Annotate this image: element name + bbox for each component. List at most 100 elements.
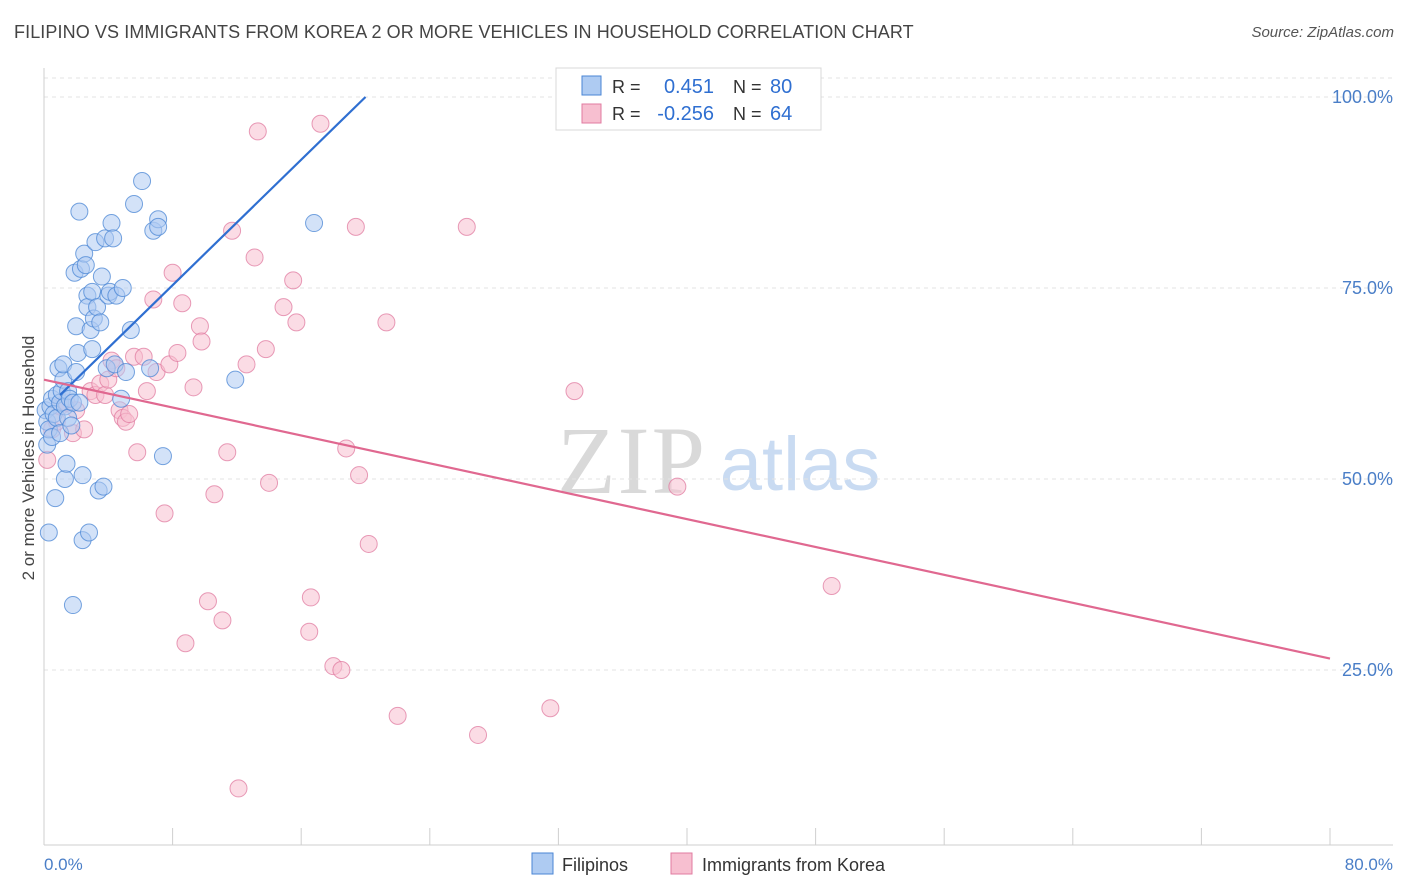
y-axis-label: 2 or more Vehicles in Household bbox=[19, 336, 38, 581]
x-tick-label-max: 80.0% bbox=[1345, 855, 1393, 874]
filipinos-point bbox=[70, 393, 89, 412]
legend-label-filipinos: Filipinos bbox=[562, 855, 628, 875]
x-tick-label-min: 0.0% bbox=[44, 855, 83, 874]
korea-point bbox=[346, 217, 365, 236]
korea-point bbox=[565, 382, 584, 401]
y-tick-label: 50.0% bbox=[1342, 469, 1393, 489]
korea-point bbox=[155, 504, 174, 523]
korea-point bbox=[190, 317, 209, 336]
grid-lines bbox=[44, 77, 1393, 671]
korea-point bbox=[38, 450, 57, 469]
filipinos-point bbox=[113, 279, 132, 297]
watermark-atlas: atlas bbox=[720, 422, 881, 507]
y-tick-label: 75.0% bbox=[1342, 278, 1393, 298]
korea-point bbox=[184, 378, 203, 397]
legend-swatch-filipinos bbox=[531, 852, 554, 875]
korea-point bbox=[301, 588, 320, 607]
filipinos-point bbox=[226, 370, 245, 389]
filipinos-point bbox=[116, 363, 135, 382]
korea-point bbox=[822, 576, 841, 595]
y-tick-label: 25.0% bbox=[1342, 660, 1393, 680]
filipinos-point bbox=[39, 523, 58, 542]
korea-point bbox=[337, 439, 356, 458]
filipinos-point bbox=[55, 470, 74, 488]
filipinos-point bbox=[62, 416, 81, 435]
korea-point bbox=[256, 340, 275, 359]
filipinos-point bbox=[121, 321, 140, 340]
korea-point bbox=[198, 592, 217, 611]
stats-swatch-filipinos bbox=[581, 75, 602, 96]
korea-point bbox=[274, 298, 293, 317]
filipinos-point bbox=[73, 466, 92, 485]
filipinos-point bbox=[83, 340, 102, 359]
trend-lines bbox=[43, 96, 1331, 660]
watermark-zip: ZIP bbox=[557, 407, 707, 514]
filipinos-point bbox=[46, 489, 65, 508]
stats-r-value-1: 0.451 bbox=[664, 76, 714, 98]
filipinos-point bbox=[76, 256, 95, 275]
filipinos-point bbox=[102, 214, 121, 233]
korea-point bbox=[173, 294, 192, 313]
korea-point bbox=[229, 779, 248, 798]
series-legend: Filipinos Immigrants from Korea bbox=[531, 852, 886, 875]
filipinos-point bbox=[70, 202, 89, 221]
stats-n-value-1: 80 bbox=[770, 76, 792, 98]
korea-point bbox=[377, 313, 396, 332]
filipinos-point bbox=[91, 313, 110, 332]
filipinos-point bbox=[305, 214, 324, 233]
korea-point bbox=[223, 221, 242, 240]
filipinos-point bbox=[133, 172, 152, 191]
filipinos-point bbox=[80, 523, 99, 542]
filipinos-point bbox=[149, 217, 168, 236]
stats-r-label-1: R = bbox=[612, 77, 641, 97]
korea-point bbox=[137, 382, 156, 401]
legend-label-korea: Immigrants from Korea bbox=[702, 855, 886, 875]
korea-point bbox=[128, 443, 147, 462]
korea-point bbox=[218, 443, 237, 462]
source-label: Source: ZipAtlas.com bbox=[1251, 24, 1394, 41]
korea-point bbox=[205, 485, 224, 504]
korea-point bbox=[359, 534, 378, 553]
korea-point bbox=[260, 473, 279, 492]
stats-n-label-2: N = bbox=[733, 104, 762, 124]
filipinos-point bbox=[57, 454, 76, 473]
korea-point bbox=[168, 343, 187, 362]
y-tick-label: 100.0% bbox=[1332, 87, 1393, 107]
stats-r-label-2: R = bbox=[612, 104, 641, 124]
korea-point bbox=[388, 706, 407, 725]
korea-point bbox=[350, 466, 369, 485]
legend-swatch-korea bbox=[670, 852, 693, 875]
axes: 100.0% 75.0% 50.0% 25.0% bbox=[43, 68, 1393, 846]
stats-n-value-2: 64 bbox=[770, 103, 792, 125]
korea-point bbox=[284, 271, 303, 290]
korea-point bbox=[300, 622, 319, 641]
filipinos-point bbox=[63, 596, 82, 615]
korea-point bbox=[213, 611, 232, 630]
korea-point bbox=[541, 699, 560, 718]
korea-point bbox=[144, 290, 163, 309]
filipinos-point bbox=[104, 229, 123, 248]
korea-point bbox=[311, 114, 330, 133]
korea-point bbox=[163, 263, 182, 282]
stats-legend: R = 0.451 N = 80 R = -0.256 N = 64 bbox=[555, 67, 822, 131]
stats-n-label-1: N = bbox=[733, 77, 762, 97]
korea-point bbox=[176, 634, 195, 653]
stats-swatch-korea bbox=[581, 103, 602, 124]
korea-point bbox=[332, 661, 351, 679]
korea-point bbox=[245, 248, 264, 267]
filipinos-point bbox=[125, 194, 144, 213]
chart-title: FILIPINO VS IMMIGRANTS FROM KOREA 2 OR M… bbox=[14, 22, 914, 42]
korea-point bbox=[287, 313, 306, 332]
korea-trend-line bbox=[43, 378, 1331, 660]
korea-point bbox=[120, 405, 139, 424]
filipinos-point bbox=[94, 477, 113, 496]
filipinos-point bbox=[153, 447, 172, 466]
filipinos-point bbox=[83, 282, 102, 301]
filipinos-point bbox=[92, 267, 111, 286]
korea-point bbox=[457, 217, 476, 236]
korea-point bbox=[237, 355, 256, 374]
korea-point bbox=[469, 725, 488, 744]
korea-point bbox=[668, 477, 687, 496]
